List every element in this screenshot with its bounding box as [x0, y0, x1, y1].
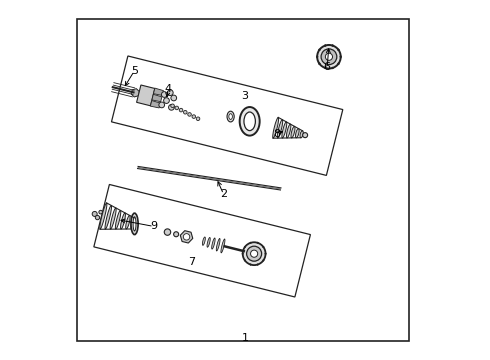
- Ellipse shape: [207, 238, 210, 247]
- Ellipse shape: [244, 112, 255, 131]
- Ellipse shape: [126, 215, 130, 229]
- Circle shape: [338, 49, 340, 51]
- Text: 6: 6: [324, 63, 331, 72]
- Polygon shape: [153, 88, 164, 95]
- Circle shape: [257, 264, 258, 265]
- Ellipse shape: [229, 114, 232, 120]
- Ellipse shape: [291, 126, 295, 138]
- Circle shape: [183, 234, 190, 240]
- Ellipse shape: [216, 238, 220, 251]
- Circle shape: [196, 117, 200, 121]
- Circle shape: [246, 246, 262, 261]
- Text: 7: 7: [188, 257, 195, 267]
- Text: 1: 1: [242, 333, 248, 343]
- Circle shape: [188, 113, 191, 116]
- Circle shape: [192, 115, 196, 118]
- Circle shape: [175, 106, 178, 110]
- Circle shape: [317, 45, 341, 68]
- Circle shape: [325, 53, 333, 60]
- Ellipse shape: [100, 203, 107, 229]
- Circle shape: [179, 108, 183, 112]
- Circle shape: [338, 63, 340, 64]
- Circle shape: [324, 45, 326, 46]
- Circle shape: [92, 211, 97, 216]
- Ellipse shape: [110, 208, 116, 229]
- Polygon shape: [131, 89, 140, 97]
- Circle shape: [183, 111, 187, 114]
- Ellipse shape: [240, 107, 260, 136]
- Circle shape: [263, 246, 264, 248]
- Ellipse shape: [277, 120, 283, 138]
- Circle shape: [171, 95, 176, 101]
- Circle shape: [263, 260, 264, 261]
- Text: 5: 5: [131, 66, 138, 76]
- Polygon shape: [152, 94, 162, 102]
- Circle shape: [265, 253, 266, 255]
- Circle shape: [171, 104, 174, 108]
- Ellipse shape: [105, 206, 112, 229]
- Polygon shape: [150, 100, 160, 108]
- Circle shape: [173, 232, 179, 237]
- Circle shape: [250, 264, 251, 265]
- Text: 9: 9: [150, 221, 157, 231]
- Circle shape: [332, 67, 334, 69]
- Ellipse shape: [227, 111, 234, 122]
- Circle shape: [340, 56, 342, 58]
- Text: 2: 2: [220, 189, 227, 199]
- Circle shape: [161, 92, 167, 97]
- Ellipse shape: [295, 129, 299, 138]
- Circle shape: [159, 102, 165, 108]
- Circle shape: [164, 98, 170, 103]
- Circle shape: [316, 56, 318, 58]
- Ellipse shape: [133, 217, 136, 231]
- Circle shape: [250, 242, 251, 243]
- Circle shape: [169, 104, 174, 110]
- Circle shape: [303, 132, 308, 138]
- Ellipse shape: [273, 117, 279, 138]
- Circle shape: [332, 45, 334, 46]
- Text: 4: 4: [165, 84, 172, 94]
- Ellipse shape: [287, 124, 291, 138]
- Circle shape: [243, 242, 266, 265]
- Circle shape: [244, 246, 245, 248]
- Circle shape: [96, 215, 99, 220]
- Text: 8: 8: [273, 129, 281, 139]
- Circle shape: [99, 210, 102, 214]
- Ellipse shape: [131, 213, 138, 235]
- Ellipse shape: [115, 210, 121, 229]
- Ellipse shape: [282, 122, 287, 138]
- Circle shape: [318, 49, 320, 51]
- Ellipse shape: [121, 213, 125, 229]
- Ellipse shape: [202, 237, 205, 245]
- Circle shape: [321, 49, 337, 64]
- Circle shape: [257, 242, 258, 243]
- Ellipse shape: [131, 218, 135, 229]
- Text: 3: 3: [242, 91, 248, 101]
- Polygon shape: [137, 85, 155, 106]
- Ellipse shape: [212, 238, 215, 249]
- Circle shape: [324, 67, 326, 69]
- Circle shape: [164, 229, 171, 235]
- Circle shape: [318, 63, 320, 64]
- Circle shape: [250, 250, 258, 257]
- Ellipse shape: [221, 239, 225, 253]
- Circle shape: [168, 90, 173, 95]
- Ellipse shape: [300, 131, 303, 138]
- Polygon shape: [180, 231, 193, 243]
- Circle shape: [244, 260, 245, 261]
- Circle shape: [242, 253, 244, 255]
